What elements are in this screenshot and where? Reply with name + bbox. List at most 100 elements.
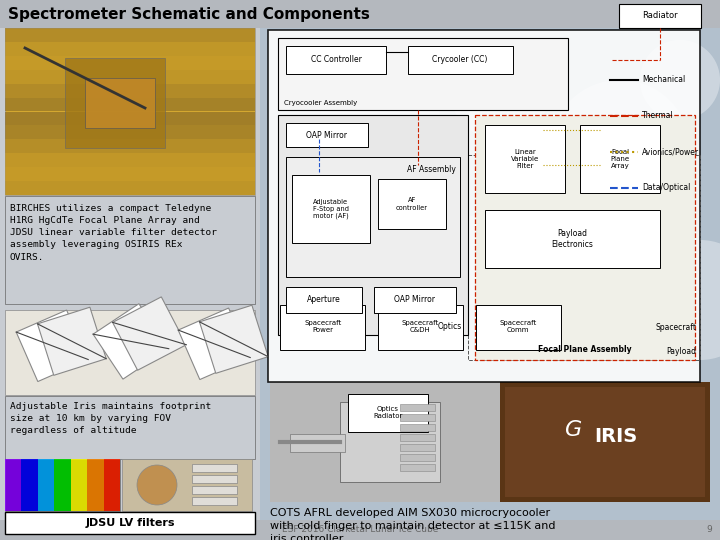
Bar [270,382,500,502]
Text: Focal Plane Assembly: Focal Plane Assembly [538,345,632,354]
Text: July 2016: July 2016 [8,525,50,535]
Text: Payload
Electronics: Payload Electronics [551,230,593,249]
Text: Linear
Variable
Filter: Linear Variable Filter [511,149,539,169]
Bar [192,464,237,472]
Bar [5,28,255,195]
Text: Spacecraft
C&DH: Spacecraft C&DH [401,321,438,334]
Bar [292,175,370,243]
Bar [0,0,720,28]
Text: G: G [565,420,582,440]
Text: Payload: Payload [666,347,696,356]
Text: OAP Mirror: OAP Mirror [307,131,348,139]
Bar [5,459,120,511]
Bar [122,459,252,511]
Bar [5,42,255,56]
Bar [286,123,368,147]
Bar [38,459,54,511]
Polygon shape [93,303,168,379]
Bar [5,70,255,84]
Text: Aperture: Aperture [307,295,341,305]
Text: Thermal: Thermal [642,111,674,120]
Polygon shape [199,305,269,373]
Bar [5,196,255,304]
Bar [5,396,255,459]
Circle shape [535,145,645,255]
Bar [5,167,255,181]
Text: Adjustable
F-Stop and
motor (AF): Adjustable F-Stop and motor (AF) [313,199,349,219]
Text: AF
controller: AF controller [396,198,428,211]
Bar [408,46,513,74]
Bar [5,153,255,167]
Bar [378,305,463,350]
Text: CC Controller: CC Controller [310,56,361,64]
Text: Optics
Radiator: Optics Radiator [373,407,402,420]
Bar [104,459,120,511]
Polygon shape [16,310,89,382]
Bar [286,157,460,277]
Bar [619,4,701,28]
Bar [5,512,255,534]
Bar [5,181,255,195]
Bar [485,210,660,268]
Bar [5,125,255,139]
Bar [5,98,255,111]
Text: JDSU LV filters: JDSU LV filters [85,518,175,528]
Circle shape [450,40,550,140]
Bar [286,287,362,313]
Bar [85,78,155,128]
Text: 9: 9 [706,525,712,535]
Text: Optics: Optics [438,322,462,331]
Bar [87,459,104,511]
Bar [348,394,428,432]
Bar [5,28,255,42]
Bar [5,111,255,125]
Bar [5,139,255,153]
Bar [290,434,345,452]
Bar [22,459,38,511]
Circle shape [640,240,720,360]
Text: AF Assembly: AF Assembly [407,165,456,174]
Text: Spacecraft
Comm: Spacecraft Comm [500,321,536,334]
Bar [286,46,386,74]
Bar [54,459,71,511]
Circle shape [137,465,177,505]
Bar [268,30,700,382]
Bar [5,459,22,511]
Bar [5,56,255,70]
Text: OAP Mirror: OAP Mirror [395,295,436,305]
Bar [400,404,435,411]
Bar [278,115,468,335]
Text: COTS AFRL developed AIM SX030 microcryocooler
with cold finger to maintain detec: COTS AFRL developed AIM SX030 microcryoc… [270,508,556,540]
Text: Radiator: Radiator [642,11,678,21]
Text: Spectrometer Schematic and Components: Spectrometer Schematic and Components [8,6,370,22]
Polygon shape [178,308,251,380]
Bar [260,28,720,520]
Circle shape [640,40,720,120]
Bar [65,58,165,148]
Polygon shape [112,297,186,370]
Text: Crycooler (CC): Crycooler (CC) [432,56,487,64]
Text: ESF 2016 Clarketal Lunar Ice Cube: ESF 2016 Clarketal Lunar Ice Cube [282,525,438,535]
Bar [71,459,87,511]
Bar [485,125,565,193]
Bar [476,305,561,350]
Bar [5,84,255,98]
Text: Adjustable Iris maintains footprint
size at 10 km by varying FOV
regardless of a: Adjustable Iris maintains footprint size… [10,402,211,435]
Bar [0,520,720,540]
Circle shape [320,60,440,180]
Bar [475,115,695,360]
Text: Mechanical: Mechanical [642,76,685,84]
Text: Avionics/Power: Avionics/Power [642,147,699,157]
Bar [468,155,700,360]
Circle shape [550,80,690,220]
Text: Cryocooler Assembly: Cryocooler Assembly [284,100,357,106]
Bar [400,414,435,421]
Bar [192,475,237,483]
Bar [374,287,456,313]
Text: Data/Optical: Data/Optical [642,184,690,192]
Bar [400,464,435,471]
Text: IRIS: IRIS [594,427,637,446]
Bar [400,454,435,461]
Bar [580,125,660,193]
Bar [400,434,435,441]
